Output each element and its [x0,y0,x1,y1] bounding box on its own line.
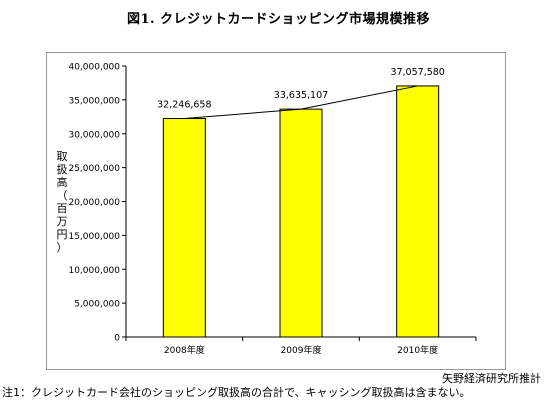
y-axis-label-char: 取 [56,150,68,163]
y-tick-label: 30,000,000 [68,130,120,140]
y-tick-label: 5,000,000 [74,300,120,310]
bar [162,118,206,338]
x-tick-label: 2009年度 [281,344,322,356]
data-labels: 32,246,658 33,635,107 37,057,580 [157,67,445,111]
plot-area-frame [46,52,506,370]
y-axis-label-char: 百 [56,202,68,215]
data-label: 33,635,107 [274,90,328,101]
bar [396,85,440,338]
y-axis-label-char: 高 [56,176,68,189]
data-label: 32,246,658 [157,100,211,111]
bars [162,85,440,338]
y-axis-label-char: 円 [56,228,68,241]
x-tick-label: 2010年度 [397,344,438,356]
axes: 0 5,000,000 10,000,000 15,000,000 20,000,000… [68,63,477,356]
y-tick-label: 40,000,000 [68,63,120,73]
y-tick-label: 20,000,000 [68,198,120,208]
bar [279,108,323,338]
source-credit: 矢野経済研究所推計 [442,372,541,385]
y-tick-label: 15,000,000 [68,232,120,242]
y-axis-label: 取扱高（百万円） [55,150,69,254]
x-tick-label: 2008年度 [164,344,205,356]
y-tick-label: 35,000,000 [68,96,120,106]
y-axis-label-char: 万 [56,215,68,228]
y-axis-label-char: ） [56,241,68,254]
chart-title: 図1. クレジットカードショッピング市場規模推移 [126,12,431,27]
trend-line-group [184,85,418,120]
footnote: 注1：クレジットカード会社のショッピング取扱高の合計で、キャッシング取扱高は含ま… [2,386,471,399]
y-tick-label: 0 [114,334,120,344]
y-axis-label-char: （ [56,189,68,202]
y-tick-label: 25,000,000 [68,164,120,174]
data-label: 37,057,580 [390,67,444,78]
y-axis-label-char: 扱 [56,163,68,176]
y-tick-label: 10,000,000 [68,266,120,276]
trend-line [184,85,418,120]
